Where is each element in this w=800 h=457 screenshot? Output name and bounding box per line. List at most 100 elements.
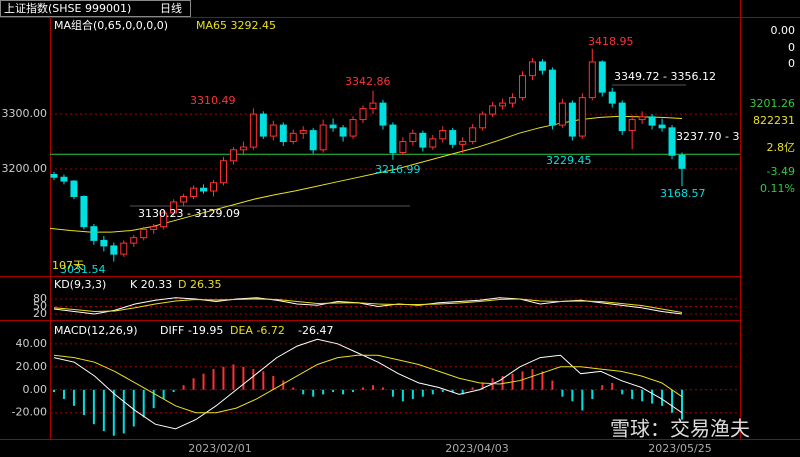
annotation: 3418.95 (588, 35, 634, 48)
side-value: 0.00 (771, 24, 796, 37)
macd-title: MACD(12,26,9) (54, 324, 138, 337)
macd-dea: DEA -6.72 (230, 324, 285, 337)
annotation: 3342.86 (345, 75, 391, 88)
indicator-line (53, 298, 683, 313)
candle-body (299, 130, 307, 134)
candle-body (419, 132, 427, 148)
candle-body (200, 187, 208, 192)
macd-diff: DIFF -19.95 (160, 324, 223, 337)
candle-body (528, 61, 536, 77)
side-value: 3201.26 (750, 97, 796, 110)
candle-body (170, 201, 178, 214)
y-tick-label: 3300.00 (2, 107, 48, 120)
annotation: 3168.57 (660, 187, 706, 200)
candle-body (339, 127, 347, 137)
candle-body (379, 102, 387, 126)
date-label: 2023/04/03 (445, 442, 508, 455)
y-tick-label: 0.00 (23, 383, 48, 396)
candle-body (249, 113, 257, 148)
candle-body (289, 132, 297, 143)
candle-body (638, 116, 646, 121)
candle-body (100, 239, 108, 247)
annotation: 3031.54 (60, 263, 106, 276)
candle-body (489, 105, 497, 115)
candle-body (548, 69, 556, 126)
candle-body (389, 124, 397, 154)
candle-body (658, 124, 666, 129)
candle-body (120, 242, 128, 255)
annotation: 3310.49 (190, 94, 236, 107)
symbol: 上证指数(SHSE 999001) (4, 1, 131, 15)
watermark: 雪球：交易渔夫 (610, 417, 750, 441)
y-tick-label: 40.00 (16, 337, 48, 350)
candle-body (60, 176, 68, 182)
y-tick-label: 80 (33, 292, 47, 305)
date-label: 2023/05/25 (648, 442, 711, 455)
candle-body (568, 102, 576, 137)
y-tick-label: -20.00 (12, 406, 47, 419)
y-tick-label: 20 (33, 307, 47, 320)
candle-body (648, 116, 656, 126)
candle-body (80, 195, 88, 228)
candle-body (269, 124, 277, 137)
candle-body (509, 97, 517, 104)
side-value: -3.49 (767, 165, 795, 178)
period: 日线 (160, 1, 182, 15)
y-tick-label: 50 (33, 300, 47, 313)
side-value: 822231 (753, 114, 795, 127)
candle-body (588, 61, 596, 99)
candle-body (429, 138, 437, 148)
annotation: 3216.99 (375, 163, 421, 176)
candle-body (369, 102, 377, 110)
candle-body (140, 228, 148, 239)
candle-body (309, 130, 317, 151)
y-tick-label: 3200.00 (2, 162, 48, 175)
candle-body (90, 226, 98, 241)
candle-body (239, 146, 247, 151)
candle-body (439, 130, 447, 140)
ma-line (49, 115, 683, 233)
candle-body (259, 113, 267, 137)
candle-body (628, 119, 636, 132)
candle-body (209, 182, 217, 192)
candle-body (160, 212, 168, 228)
candle-body (409, 132, 417, 143)
candle-body (499, 102, 507, 107)
candle-body (479, 113, 487, 129)
candle-body (538, 61, 546, 71)
indicator-line (53, 297, 683, 315)
side-value: 0.11% (760, 182, 795, 195)
indicator-line (53, 354, 683, 414)
candle-body (449, 130, 457, 145)
side-value: 0 (788, 41, 795, 54)
annotation: 3349.72 - 3356.12 (614, 70, 716, 83)
ma-value: MA65 3292.45 (196, 19, 276, 32)
candle-body (469, 127, 477, 143)
ma-legend: MA组合(0,65,0,0,0,0) (54, 18, 168, 32)
annotation: 107天 (52, 259, 84, 272)
candle-body (459, 141, 467, 145)
candle-body (319, 124, 327, 151)
candle-body (359, 108, 367, 121)
candle-body (110, 245, 118, 255)
candle-body (668, 127, 676, 156)
candle-body (598, 61, 606, 93)
candle-body (329, 124, 337, 129)
candle-body (130, 237, 138, 244)
candle-body (558, 102, 566, 126)
side-value: 2.8亿 (767, 141, 796, 154)
candle-body (399, 141, 407, 154)
candle-body (578, 97, 586, 137)
kd-k: K 20.33 (130, 278, 172, 291)
candle-body (349, 119, 357, 137)
title-box (0, 0, 191, 17)
candle-body (190, 187, 198, 197)
kd-d: D 26.35 (178, 278, 221, 291)
candle-body (229, 149, 237, 162)
candle-body (279, 124, 287, 143)
date-label: 2023/02/01 (188, 442, 251, 455)
annotation: 3229.45 (546, 154, 592, 167)
candle-body (618, 102, 626, 132)
